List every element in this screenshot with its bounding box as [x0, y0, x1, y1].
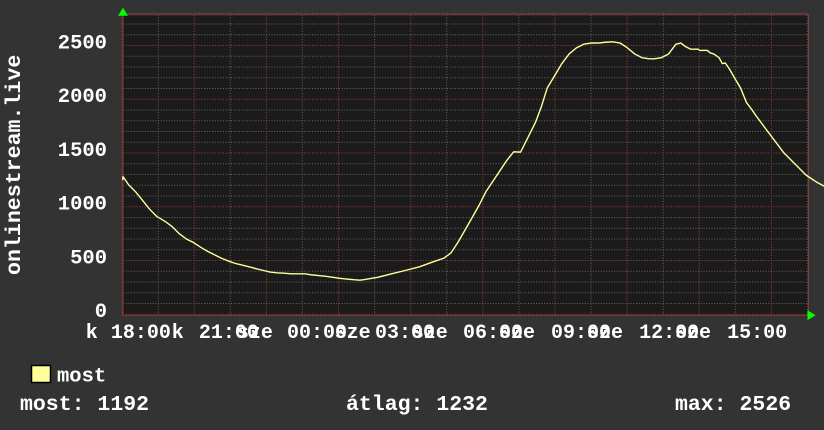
svg-text:03:00: 03:00: [375, 322, 435, 345]
svg-text:18:00: 18:00: [111, 322, 171, 345]
svg-text:21:00: 21:00: [199, 322, 259, 345]
svg-text:12:00: 12:00: [639, 322, 699, 345]
svg-text:1500: 1500: [58, 140, 107, 163]
svg-text:00:00: 00:00: [287, 322, 347, 345]
svg-text:k: k: [172, 322, 184, 345]
svg-text:most: most: [57, 366, 106, 389]
svg-text:0: 0: [95, 301, 107, 324]
svg-text:15:00: 15:00: [727, 322, 787, 345]
svg-text:átlag: 1232: átlag: 1232: [346, 393, 488, 417]
svg-text:k: k: [86, 322, 98, 345]
svg-text:1000: 1000: [58, 194, 107, 217]
svg-text:max: 2526: max: 2526: [675, 393, 791, 417]
svg-text:most: 1192: most: 1192: [20, 393, 149, 417]
svg-text:09:00: 09:00: [551, 322, 611, 345]
svg-text:06:00: 06:00: [463, 322, 523, 345]
svg-text:onlinestream.live: onlinestream.live: [3, 55, 27, 275]
svg-text:2000: 2000: [58, 86, 107, 109]
svg-text:2500: 2500: [58, 33, 107, 56]
svg-text:500: 500: [70, 248, 107, 271]
